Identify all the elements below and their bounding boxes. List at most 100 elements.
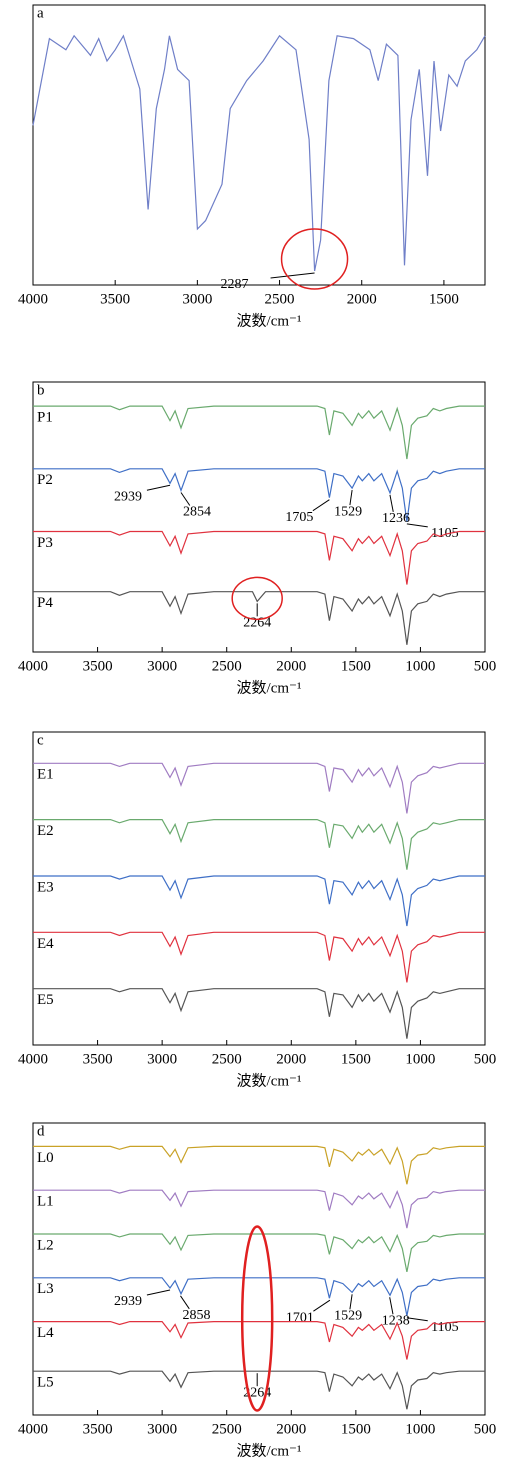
panel-label: d — [37, 1123, 45, 1139]
spectrum-line — [33, 1189, 485, 1229]
series-label: E2 — [37, 823, 54, 839]
x-tick-label: 3500 — [83, 658, 113, 674]
x-tick-label: 4000 — [18, 291, 48, 307]
x-tick-label: 4000 — [18, 658, 48, 674]
series-label: P2 — [37, 472, 53, 488]
leader-line — [146, 484, 171, 491]
series-label: P4 — [37, 595, 53, 611]
leader-line — [180, 1295, 190, 1310]
x-tick-label: 1500 — [429, 291, 459, 307]
x-tick-label: 4000 — [18, 1421, 48, 1437]
annotation: 1529 — [334, 504, 362, 519]
x-tick-label: 3000 — [147, 1051, 177, 1067]
leader-line — [180, 492, 191, 506]
leader-line — [146, 1289, 171, 1296]
leader-line — [349, 489, 353, 506]
spectrum-line — [33, 988, 485, 1039]
plot-frame — [32, 381, 486, 653]
series-label: E3 — [37, 879, 54, 895]
highlight-ellipse — [240, 1225, 274, 1412]
annotation: 1105 — [431, 526, 458, 541]
x-tick-label: 3000 — [147, 658, 177, 674]
x-tick-label: 1500 — [341, 1051, 371, 1067]
x-tick-label: 1000 — [405, 1421, 435, 1437]
plot-frame — [32, 1122, 486, 1416]
spectrum-line — [33, 591, 485, 645]
series-label: P3 — [37, 535, 53, 551]
leader-line — [406, 523, 428, 528]
series-label: L0 — [37, 1150, 54, 1166]
x-axis-label: 波数/cm⁻¹ — [237, 1072, 302, 1089]
annotation: 2939 — [114, 489, 142, 504]
x-tick-label: 2000 — [276, 1051, 306, 1067]
annotation: 2858 — [182, 1308, 210, 1323]
spectrum-line — [33, 1233, 485, 1273]
x-axis-label: 波数/cm⁻¹ — [237, 679, 302, 696]
x-tick-label: 3500 — [83, 1421, 113, 1437]
spectrum-line — [33, 1145, 485, 1185]
x-tick-label: 1000 — [405, 1051, 435, 1067]
x-tick-label: 3500 — [100, 291, 130, 307]
panel-label: c — [37, 732, 44, 748]
series-label: L3 — [37, 1281, 54, 1297]
x-tick-label: 2000 — [276, 658, 306, 674]
leader-line — [406, 1317, 428, 1322]
x-tick-label: 500 — [474, 658, 497, 674]
annotation: 2939 — [114, 1294, 142, 1309]
x-tick-label: 500 — [474, 1051, 497, 1067]
x-tick-label: 2500 — [212, 1051, 242, 1067]
spectrum-line — [33, 762, 485, 814]
annotation: 2287 — [221, 277, 249, 292]
spectrum-line — [33, 931, 485, 983]
leader-line — [313, 1299, 331, 1312]
plot-frame — [32, 4, 486, 286]
leader-line — [389, 494, 394, 512]
spectrum-line — [33, 875, 485, 927]
spectrum-line — [33, 468, 485, 522]
leader-line — [349, 1294, 353, 1310]
series-label: L2 — [37, 1237, 54, 1253]
annotation: 1705 — [285, 510, 313, 525]
x-tick-label: 500 — [474, 1421, 497, 1437]
leader-line — [389, 1297, 394, 1315]
x-tick-label: 1500 — [341, 658, 371, 674]
x-tick-label: 2500 — [265, 291, 295, 307]
annotation: 1529 — [334, 1309, 362, 1324]
spectrum-line — [33, 405, 485, 460]
series-label: L1 — [37, 1194, 54, 1210]
annotation: 1701 — [286, 1310, 314, 1325]
panel-label: a — [37, 5, 44, 21]
x-tick-label: 1000 — [405, 658, 435, 674]
x-tick-label: 3000 — [182, 291, 212, 307]
spectrum-line — [33, 819, 485, 870]
annotation: 1236 — [382, 511, 410, 526]
series-label: E5 — [37, 992, 54, 1008]
series-label: L5 — [37, 1375, 54, 1391]
spectrum-line — [33, 1321, 485, 1360]
x-axis-label: 波数/cm⁻¹ — [237, 1442, 302, 1459]
annotation: 1238 — [382, 1313, 410, 1328]
x-tick-label: 2500 — [212, 1421, 242, 1437]
x-axis-label: 波数/cm⁻¹ — [237, 312, 302, 329]
x-tick-label: 2000 — [276, 1421, 306, 1437]
panel-label: b — [37, 382, 45, 398]
plot-frame — [32, 731, 486, 1046]
x-tick-label: 3500 — [83, 1051, 113, 1067]
x-tick-label: 2000 — [347, 291, 377, 307]
x-tick-label: 4000 — [18, 1051, 48, 1067]
spectrum-line — [33, 530, 485, 585]
series-label: E4 — [37, 936, 54, 952]
spectrum-line — [33, 1370, 485, 1410]
series-label: P1 — [37, 410, 53, 426]
highlight-circle — [280, 228, 349, 290]
leader-line — [270, 272, 315, 279]
highlight-circle — [231, 576, 283, 621]
spectrum-line — [33, 1277, 485, 1316]
spectrum-line — [32, 34, 486, 272]
series-label: L4 — [37, 1325, 54, 1341]
x-tick-label: 3000 — [147, 1421, 177, 1437]
annotation: 2854 — [183, 505, 211, 520]
x-tick-label: 1500 — [341, 1421, 371, 1437]
series-label: E1 — [37, 767, 54, 783]
